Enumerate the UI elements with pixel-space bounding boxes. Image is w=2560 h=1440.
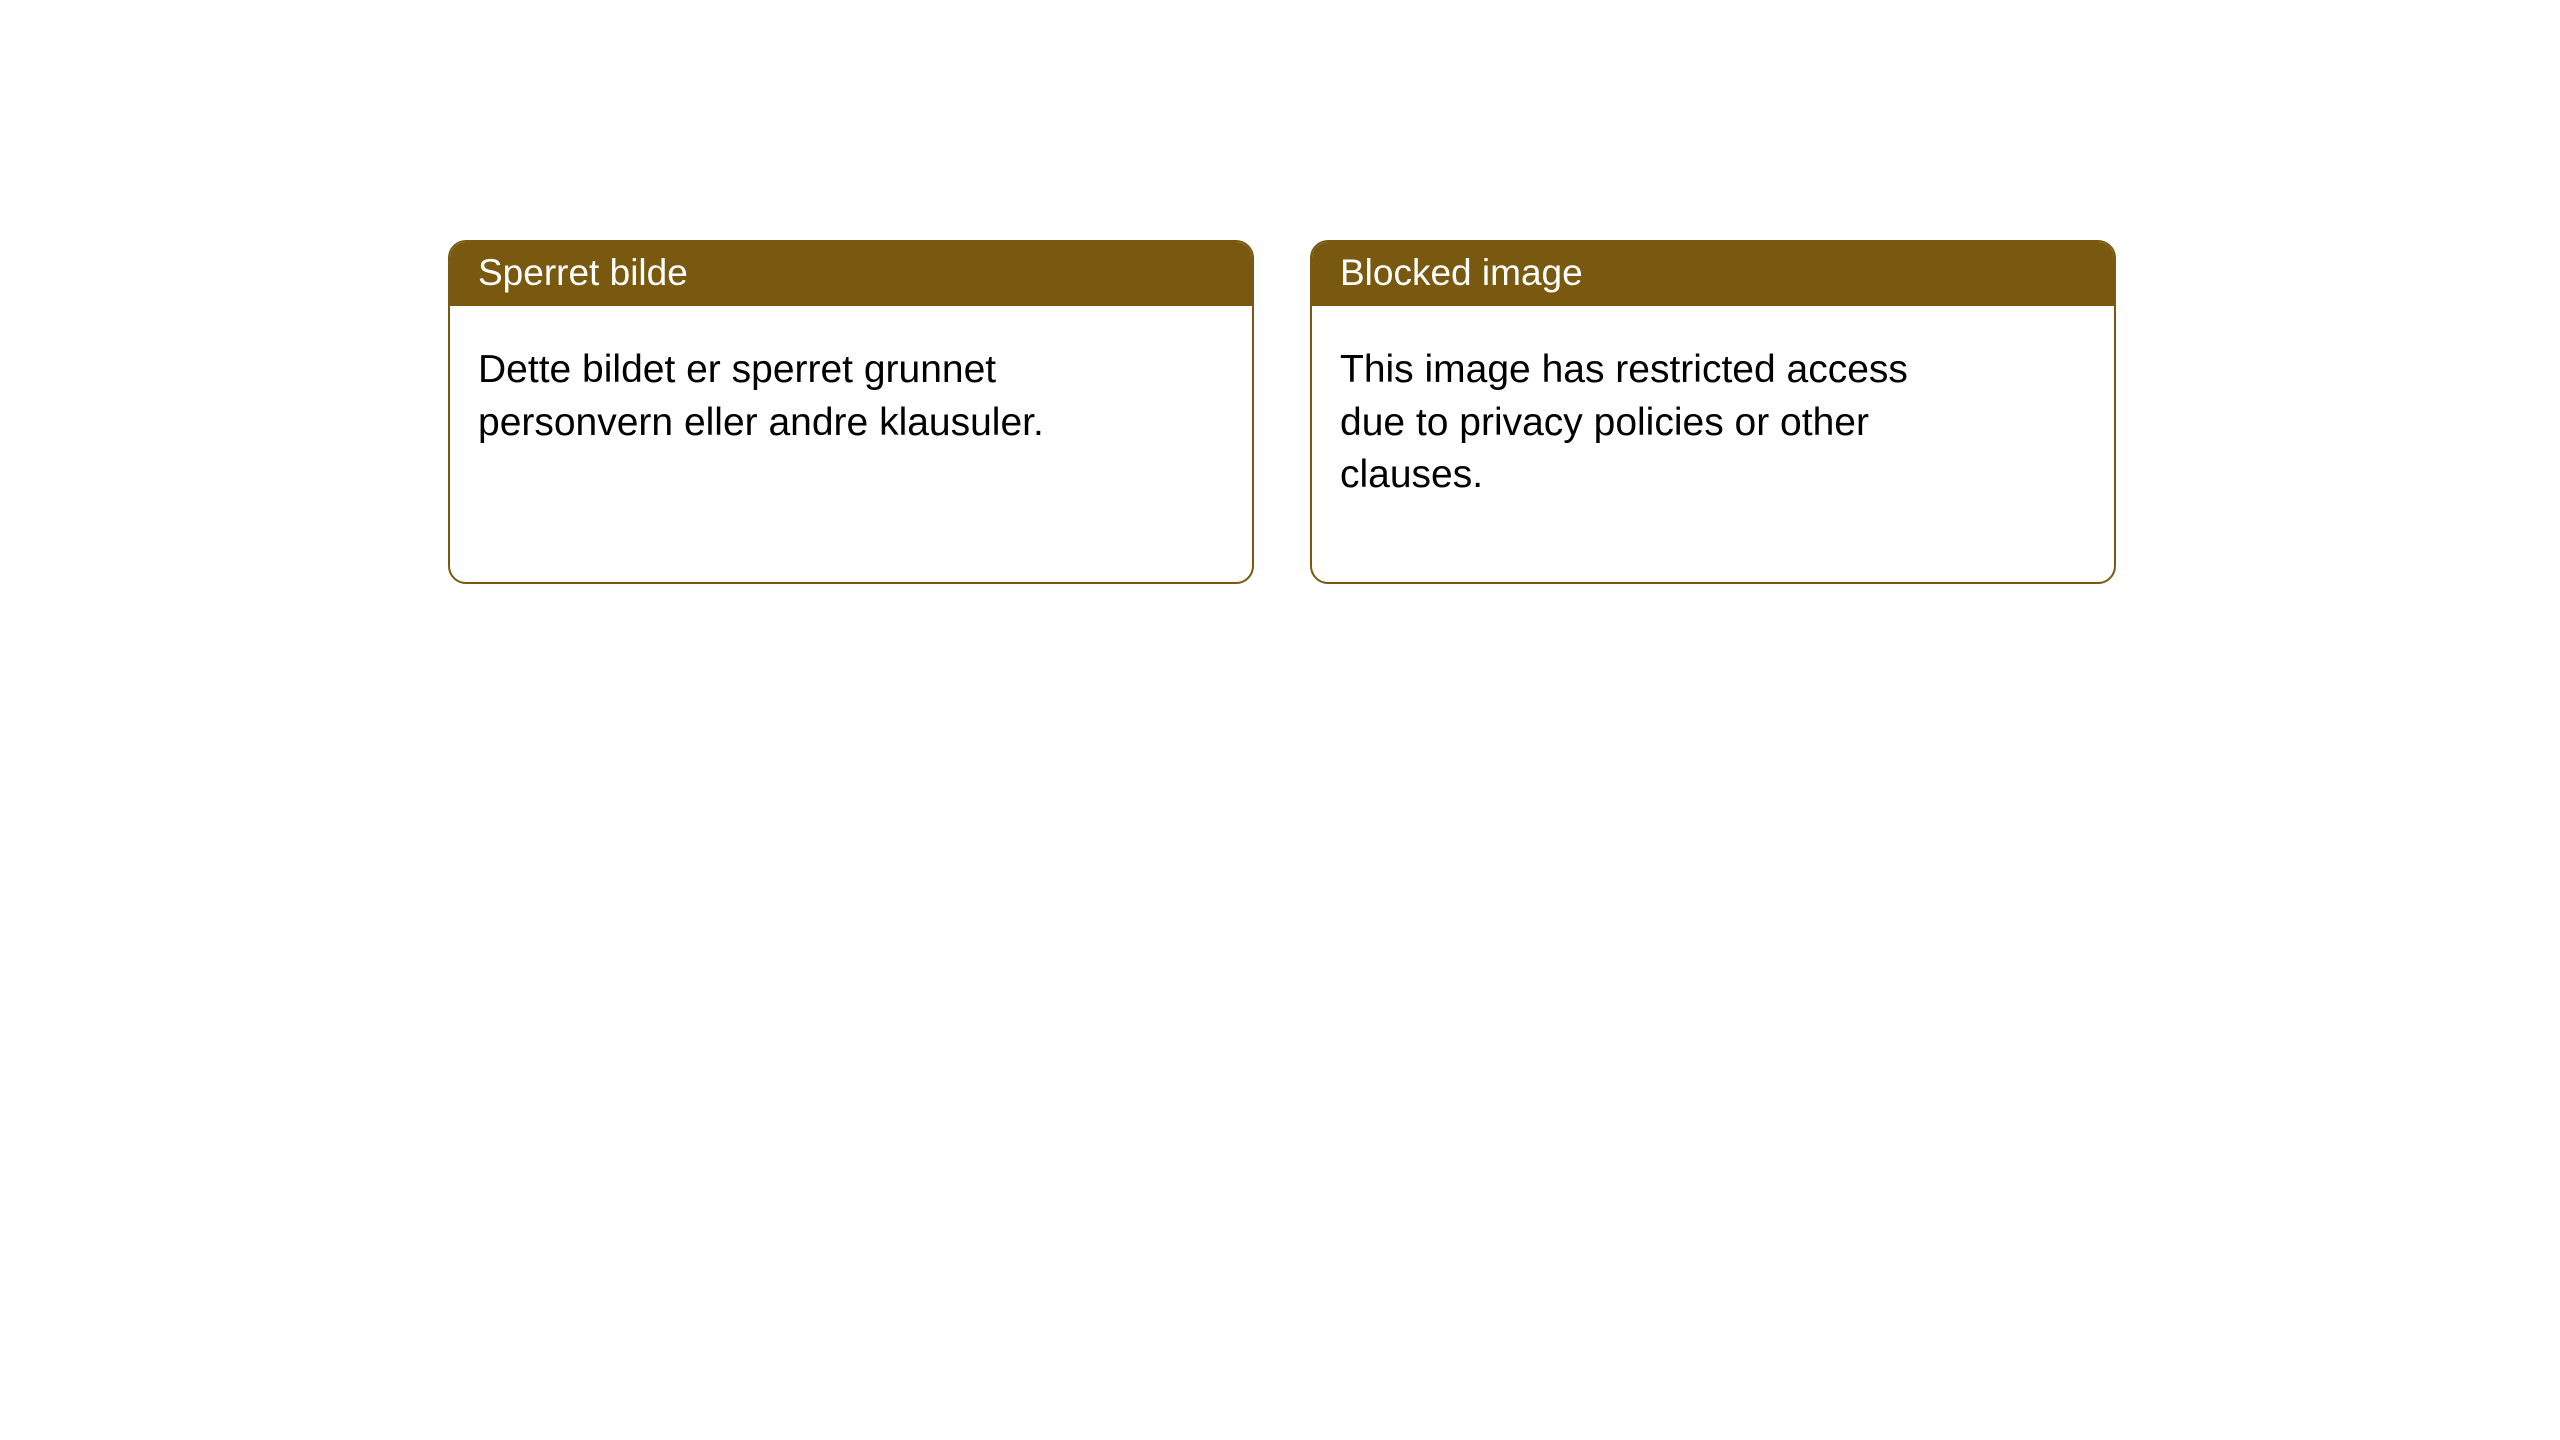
notice-body: Dette bildet er sperret grunnet personve…	[450, 306, 1130, 529]
notice-title: Blocked image	[1312, 242, 2114, 306]
notice-card-english: Blocked image This image has restricted …	[1310, 240, 2116, 584]
notice-card-norwegian: Sperret bilde Dette bildet er sperret gr…	[448, 240, 1254, 584]
notice-container: Sperret bilde Dette bildet er sperret gr…	[0, 0, 2560, 584]
notice-title: Sperret bilde	[450, 242, 1252, 306]
notice-body: This image has restricted access due to …	[1312, 306, 1992, 582]
